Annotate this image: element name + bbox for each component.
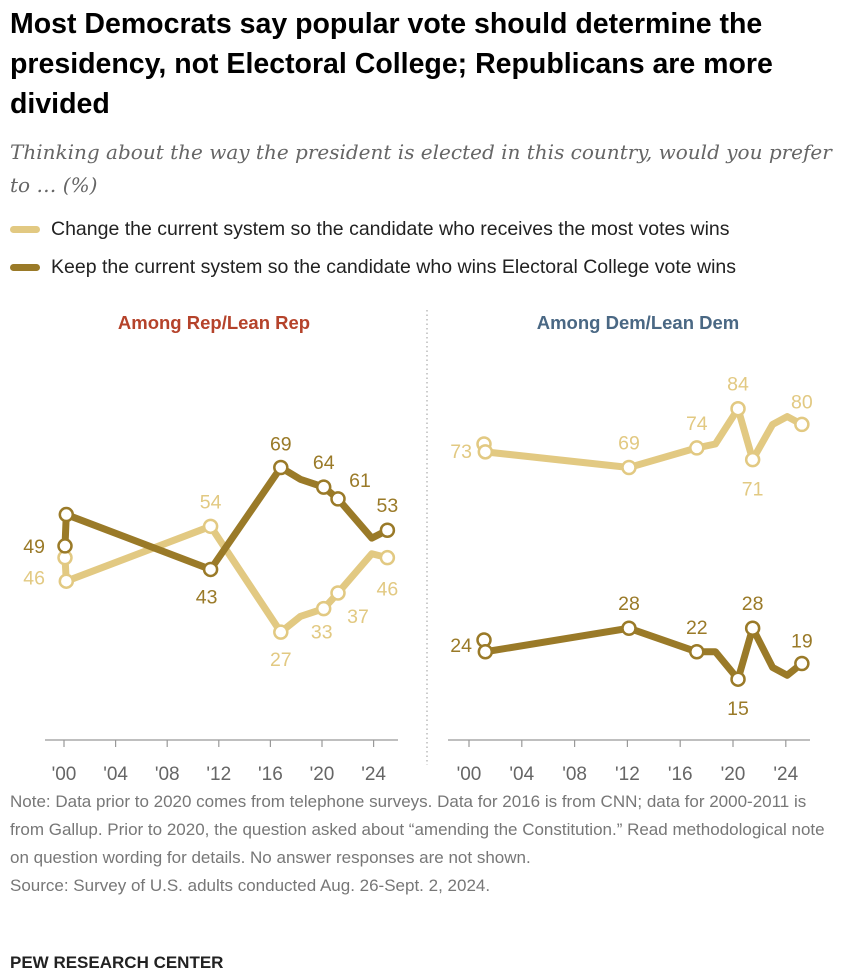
data-label-change: 84 <box>727 374 749 396</box>
data-point-change <box>330 585 346 601</box>
data-label-keep: 28 <box>742 593 764 615</box>
data-label-change: 80 <box>791 391 813 413</box>
legend-label-keep: Keep the current system so the candidate… <box>51 256 737 278</box>
data-label-change: 46 <box>377 579 399 601</box>
data-label-change: 46 <box>23 568 45 590</box>
x-tick-label: '00 <box>52 764 77 785</box>
data-point-keep <box>744 620 761 636</box>
x-tick-label: '16 <box>258 764 283 785</box>
data-point-change <box>621 459 637 476</box>
x-tick-label: '08 <box>155 764 180 785</box>
data-label-keep: 28 <box>618 593 640 615</box>
data-point-keep <box>202 561 219 578</box>
data-point-change <box>730 400 746 417</box>
data-label-keep: 15 <box>727 698 749 720</box>
x-tick-label: '16 <box>668 764 693 785</box>
data-point-keep <box>730 671 746 687</box>
x-tick-label: '12 <box>615 764 640 785</box>
data-label-keep: 22 <box>686 617 708 639</box>
data-point-change <box>477 444 494 460</box>
data-label-change: 54 <box>200 491 222 513</box>
data-point-keep <box>689 644 705 660</box>
x-tick-label: '24 <box>361 764 386 785</box>
panel-title-rep: Among Rep/Lean Rep <box>118 312 310 333</box>
data-point-change <box>273 624 289 640</box>
brand-name: PEW RESEARCH CENTER <box>10 953 224 972</box>
data-label-keep: 49 <box>23 536 45 558</box>
data-point-keep <box>379 522 396 538</box>
data-label-change: 71 <box>742 479 764 501</box>
data-label-keep: 43 <box>196 586 218 608</box>
chart-title: Most Democrats say popular vote should d… <box>10 8 773 120</box>
data-label-change: 27 <box>270 649 292 671</box>
legend-item-keep: Keep the current system so the candidate… <box>10 256 736 279</box>
data-point-keep <box>477 644 494 660</box>
data-point-change <box>689 440 705 456</box>
x-tick-label: '04 <box>509 764 534 785</box>
data-label-change: 74 <box>686 413 708 435</box>
data-label-keep: 61 <box>349 470 371 492</box>
series-line-keep-dem <box>480 624 806 683</box>
data-point-change <box>202 518 219 535</box>
data-point-change <box>58 573 75 589</box>
data-label-keep: 24 <box>450 635 472 657</box>
note-text: Note: Data prior to 2020 comes from tele… <box>10 792 825 867</box>
data-point-keep <box>794 655 810 672</box>
data-label-keep: 19 <box>791 631 813 653</box>
data-label-change: 69 <box>618 433 640 455</box>
panel-title-dem: Among Dem/Lean Dem <box>537 312 740 333</box>
data-label-keep: 64 <box>313 452 335 474</box>
x-tick-label: '24 <box>773 764 798 785</box>
x-tick-label: '04 <box>103 764 128 785</box>
data-label-change: 37 <box>347 606 369 628</box>
data-point-keep <box>330 491 346 507</box>
data-point-keep <box>621 620 637 636</box>
series-line-change-rep <box>61 522 391 636</box>
x-tick-label: '20 <box>310 764 335 785</box>
series-line-change-dem <box>480 405 806 472</box>
legend-swatch-change <box>10 226 40 233</box>
legend-item-change: Change the current system so the candida… <box>10 218 730 241</box>
source-text: Source: Survey of U.S. adults conducted … <box>10 876 491 895</box>
data-point-change <box>744 451 761 468</box>
data-point-keep <box>273 459 289 476</box>
chart-notes: Note: Data prior to 2020 comes from tele… <box>10 788 840 900</box>
data-label-change: 73 <box>450 441 472 463</box>
series-line-keep-rep <box>61 464 391 573</box>
x-tick-label: '08 <box>562 764 587 785</box>
data-point-keep <box>58 506 75 523</box>
data-point-change <box>379 549 396 566</box>
x-tick-label: '20 <box>721 764 746 785</box>
x-tick-label: '12 <box>206 764 231 785</box>
data-point-change <box>315 600 332 617</box>
data-label-keep: 69 <box>270 434 292 456</box>
data-label-keep: 53 <box>377 495 399 517</box>
data-label-change: 33 <box>311 622 333 644</box>
x-tick-label: '00 <box>457 764 482 785</box>
chart-subtitle: Thinking about the way the president is … <box>10 140 832 197</box>
legend-swatch-keep <box>10 264 40 271</box>
data-point-keep <box>315 479 332 495</box>
legend-label-change: Change the current system so the candida… <box>51 218 730 240</box>
data-point-keep <box>57 538 73 554</box>
data-point-change <box>794 416 810 433</box>
